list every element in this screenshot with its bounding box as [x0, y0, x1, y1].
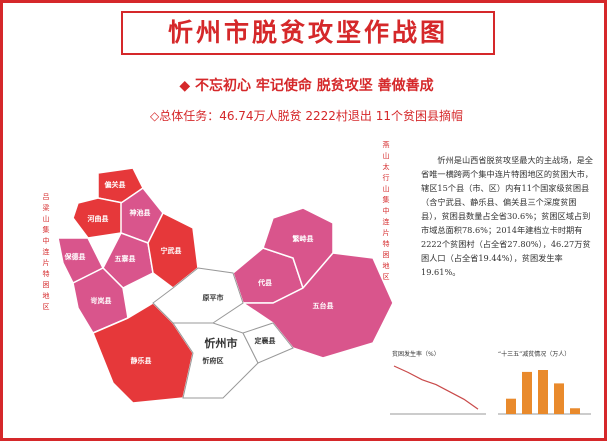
- county-label: 河曲县: [88, 214, 109, 223]
- line: [393, 365, 479, 410]
- county-label: 原平市: [203, 293, 224, 302]
- county-label: 代县: [257, 278, 272, 287]
- county-label: 五台县: [313, 301, 334, 310]
- side-label: 吕梁山集中连片特困地区: [42, 193, 50, 314]
- county-label: 宁武县: [161, 246, 182, 255]
- title: 忻州市脱贫攻坚作战图: [121, 11, 495, 55]
- bar: [522, 371, 532, 414]
- county-label: 岢岚县: [91, 296, 112, 305]
- intro-text: 忻州是山西省脱贫攻坚最大的主战场，是全省唯一横跨两个集中连片特困地区的贫困大市，…: [421, 155, 593, 277]
- chart-title: 贫困发生率（%）: [392, 350, 440, 358]
- county-label: 静乐县: [131, 356, 152, 365]
- mini-charts: 贫困发生率（%） “十三五”减贫情况（万人）: [390, 350, 591, 415]
- bar: [538, 370, 548, 414]
- city-label: 忻州市: [205, 336, 238, 350]
- bar: [554, 383, 564, 414]
- county-label: 偏关县: [105, 180, 126, 189]
- county-label: 神池县: [130, 208, 151, 217]
- county-label: 定襄县: [255, 336, 276, 345]
- slogan: ◆ 不忘初心 牢记使命 脱贫攻坚 善做善成: [179, 78, 434, 94]
- county-label: 繁峙县: [293, 234, 314, 243]
- chart-title: “十三五”减贫情况（万人）: [498, 350, 570, 358]
- bar: [506, 398, 516, 414]
- county-label: 五寨县: [115, 254, 136, 263]
- county-label: 忻府区: [203, 356, 224, 365]
- task: ◇总体任务：46.74万人脱贫 2222村退出 11个贫困县摘帽: [149, 109, 464, 123]
- bar: [570, 408, 580, 414]
- county-label: 保德县: [64, 252, 86, 261]
- side-label: 燕山太行山集中连片特困地区: [382, 141, 390, 284]
